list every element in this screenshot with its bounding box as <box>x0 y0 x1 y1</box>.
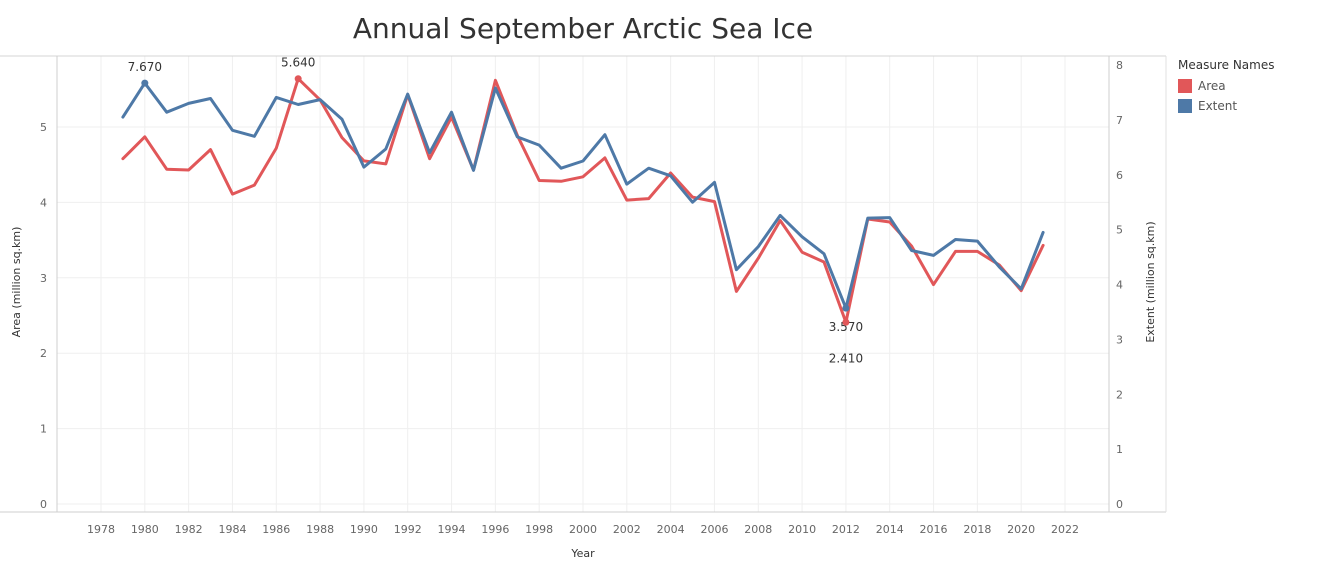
x-tick-label: 2006 <box>700 523 728 536</box>
legend-label-extent: Extent <box>1198 99 1238 113</box>
y-left-tick-label: 0 <box>40 498 47 511</box>
x-tick-label: 2020 <box>1007 523 1035 536</box>
x-tick-label: 2018 <box>963 523 991 536</box>
x-tick-label: 1994 <box>438 523 466 536</box>
legend-swatch-extent <box>1178 99 1192 113</box>
x-tick-label: 1988 <box>306 523 334 536</box>
x-tick-label: 1984 <box>218 523 246 536</box>
y-right-tick-label: 2 <box>1116 388 1123 401</box>
x-tick-label: 2002 <box>613 523 641 536</box>
y-right-tick-label: 3 <box>1116 333 1123 346</box>
annotations: 7.670 5.640 3.570 2.410 <box>128 56 863 366</box>
series-line-extent <box>121 81 1045 310</box>
y-right-tick-label: 0 <box>1116 498 1123 511</box>
y-axis-left-title: Area (million sq.km) <box>10 227 23 338</box>
annotation-label: 7.670 <box>128 60 162 74</box>
x-tick-label: 2022 <box>1051 523 1079 536</box>
x-tick-label: 2016 <box>920 523 948 536</box>
x-tick-label: 2012 <box>832 523 860 536</box>
y-axis-right-title: Extent (million sq.km) <box>1144 221 1157 342</box>
annotation-marker <box>842 304 850 312</box>
y-left-tick-label: 4 <box>40 196 47 209</box>
y-right-tick-label: 8 <box>1116 59 1123 72</box>
series-lines <box>121 77 1045 324</box>
y-left-tick-label: 5 <box>40 121 47 134</box>
x-tick-label: 1982 <box>175 523 203 536</box>
x-tick-label: 2010 <box>788 523 816 536</box>
chart-title: Annual September Arctic Sea Ice <box>353 12 813 45</box>
y-right-tick-label: 1 <box>1116 443 1123 456</box>
x-tick-label: 1986 <box>262 523 290 536</box>
annotation-label: 5.640 <box>281 56 315 70</box>
annotation-marker <box>294 75 302 83</box>
x-tick-label: 2004 <box>657 523 685 536</box>
x-tick-label: 1978 <box>87 523 115 536</box>
x-tick-label: 2014 <box>876 523 904 536</box>
x-tick-label: 1996 <box>481 523 509 536</box>
x-tick-label: 1998 <box>525 523 553 536</box>
legend-swatch-area <box>1178 79 1192 93</box>
annotation-marker <box>842 318 850 326</box>
y-right-tick-label: 7 <box>1116 114 1123 127</box>
y-left-tick-label: 3 <box>40 272 47 285</box>
axes: 1978 1980 1982 1984 1986 1988 1990 1992 1994 1996… <box>40 59 1123 536</box>
y-right-tick-label: 5 <box>1116 224 1123 237</box>
gridlines <box>57 56 1109 512</box>
x-tick-label: 1980 <box>131 523 159 536</box>
series-line-area <box>121 77 1045 324</box>
annotation-label: 3.570 <box>829 320 863 334</box>
x-tick-label: 2008 <box>744 523 772 536</box>
x-tick-label: 1990 <box>350 523 378 536</box>
legend-title: Measure Names <box>1178 58 1275 72</box>
legend-item-extent[interactable]: Extent <box>1178 96 1274 116</box>
y-right-tick-label: 4 <box>1116 279 1123 292</box>
y-left-tick-label: 2 <box>40 347 47 360</box>
x-axis-title: Year <box>570 547 595 560</box>
annotation-marker <box>141 79 149 87</box>
annotation-label: 2.410 <box>829 351 863 365</box>
y-right-tick-label: 6 <box>1116 169 1123 182</box>
y-left-tick-label: 1 <box>40 423 47 436</box>
x-tick-label: 1992 <box>394 523 422 536</box>
legend-item-area[interactable]: Area <box>1178 76 1274 96</box>
x-tick-label: 2000 <box>569 523 597 536</box>
legend-label-area: Area <box>1198 79 1226 93</box>
plot-frame <box>0 55 1167 513</box>
legend: Measure Names Area Extent <box>1178 58 1274 116</box>
